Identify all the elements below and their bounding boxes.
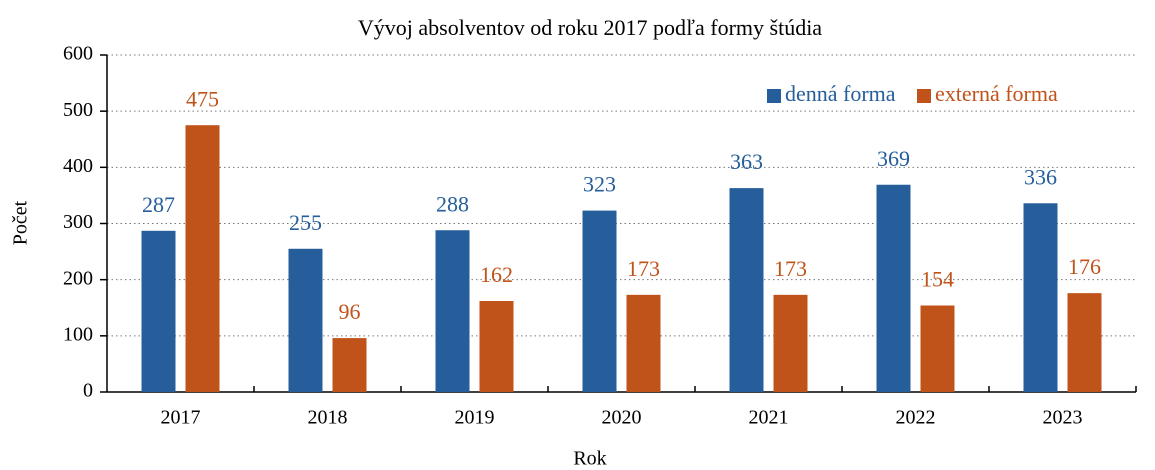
x-axis-label: Rok [573,448,606,470]
y-tick-label: 400 [63,155,93,177]
y-tick-label: 600 [63,43,93,65]
y-tick-label: 0 [83,380,93,402]
value-label: 173 [774,256,807,281]
bar [876,184,911,392]
bar [141,230,176,392]
bar [920,305,955,392]
y-tick-label: 500 [63,99,93,121]
bar [626,294,661,392]
legend-label: externá forma [935,81,1058,106]
bar [435,230,470,392]
legend-swatch [917,89,931,103]
value-label: 287 [142,192,175,217]
x-tick-label: 2018 [308,407,348,429]
legend-label: denná forma [785,81,896,106]
bar [332,338,367,392]
x-tick-label: 2017 [161,407,201,429]
y-tick-label: 300 [63,211,93,233]
value-label: 475 [186,86,219,111]
value-label: 162 [480,262,513,287]
value-label: 323 [583,172,616,197]
bar [729,188,764,392]
x-tick-label: 2020 [602,407,642,429]
value-label: 369 [877,146,910,171]
value-label: 336 [1024,164,1057,189]
chart-title: Vývoj absolventov od roku 2017 podľa for… [358,15,822,40]
bar [185,125,220,392]
y-tick-label: 100 [63,323,93,345]
x-tick-label: 2019 [455,407,495,429]
x-tick-label: 2022 [896,407,936,429]
x-tick-label: 2023 [1043,407,1083,429]
legend-swatch [767,89,781,103]
value-label: 288 [436,191,469,216]
value-label: 173 [627,256,660,281]
bar [1067,293,1102,392]
bar [773,294,808,392]
bar [288,248,323,392]
value-label: 176 [1068,254,1101,279]
value-label: 154 [921,267,954,292]
value-label: 255 [289,210,322,235]
bar [479,301,514,392]
bar [1023,203,1058,392]
value-label: 96 [339,299,361,324]
y-axis-label: Počet [10,200,32,245]
y-tick-label: 200 [63,267,93,289]
bar [582,210,617,392]
value-label: 363 [730,149,763,174]
x-tick-label: 2021 [749,407,789,429]
